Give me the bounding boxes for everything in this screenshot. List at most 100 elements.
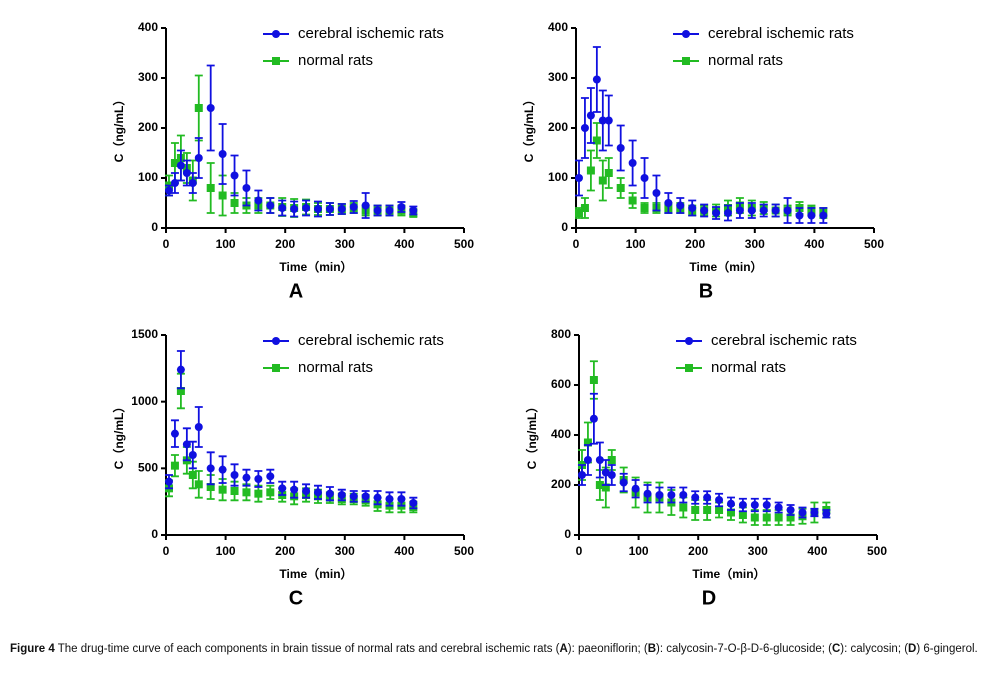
- caption-text: ) 6-gingerol.: [916, 643, 978, 655]
- y-axis-label: C（ng/mL）: [111, 401, 126, 470]
- x-tick-label: 0: [576, 544, 583, 558]
- x-tick-label: 0: [163, 544, 170, 558]
- data-point: [738, 511, 747, 519]
- caption-text: The drug-time curve of each components i…: [54, 643, 560, 655]
- data-point: [738, 501, 747, 509]
- x-tick-label: 0: [573, 237, 580, 251]
- y-tick-label: 200: [138, 120, 158, 134]
- data-point: [640, 174, 649, 182]
- data-point: [278, 484, 287, 493]
- data-point: [631, 484, 640, 493]
- x-axis-label: Time（min）: [689, 259, 762, 274]
- data-point: [266, 201, 275, 210]
- x-tick-label: 300: [745, 237, 765, 251]
- legend-label: normal rats: [708, 52, 783, 69]
- data-point: [652, 189, 661, 197]
- data-point: [290, 205, 299, 213]
- x-tick-label: 300: [748, 544, 768, 558]
- data-point: [373, 493, 382, 502]
- data-point: [774, 513, 783, 522]
- data-point: [759, 206, 768, 215]
- data-point: [230, 471, 239, 479]
- data-point: [170, 461, 179, 470]
- data-point: [337, 205, 346, 213]
- data-point: [595, 481, 604, 489]
- data-point: [750, 501, 759, 509]
- data-point: [580, 204, 589, 212]
- data-point: [703, 506, 712, 514]
- y-axis-label: C（ng/mL）: [524, 401, 539, 470]
- data-point: [409, 206, 418, 215]
- x-tick-label: 500: [454, 544, 474, 558]
- data-point: [774, 503, 783, 512]
- data-point: [735, 206, 744, 215]
- data-point: [664, 199, 673, 207]
- data-point: [194, 423, 203, 431]
- data-point: [574, 174, 583, 182]
- data-point: [601, 483, 610, 492]
- data-point: [302, 487, 311, 495]
- caption-bold: Figure 4: [10, 643, 55, 655]
- data-point: [750, 513, 759, 522]
- data-point: [188, 179, 197, 187]
- data-point: [302, 204, 311, 212]
- caption-text: ): paeoniflorin; (: [567, 643, 648, 655]
- data-point: [807, 211, 816, 220]
- data-point: [589, 376, 598, 384]
- data-point: [242, 184, 251, 192]
- data-point: [325, 489, 334, 498]
- y-tick-label: 200: [551, 477, 571, 491]
- data-point: [176, 387, 185, 395]
- data-point: [715, 506, 724, 514]
- data-point: [577, 471, 586, 479]
- data-point: [206, 104, 215, 112]
- caption-bold: C: [831, 643, 841, 655]
- data-point: [385, 206, 394, 215]
- data-point: [703, 493, 712, 502]
- legend-marker: [272, 57, 280, 65]
- legend-marker: [682, 30, 690, 38]
- data-point: [194, 154, 203, 162]
- caption: Figure 4 The drug-time curve of each com…: [10, 641, 986, 658]
- data-point: [667, 491, 676, 499]
- panel-label: D: [702, 587, 716, 609]
- caption-bold: B: [647, 643, 657, 655]
- caption-bold: D: [908, 643, 917, 655]
- legend-label: cerebral ischemic rats: [711, 332, 857, 349]
- data-point: [254, 196, 263, 205]
- legend-marker: [272, 337, 280, 345]
- x-tick-label: 400: [804, 237, 824, 251]
- caption-text: ): calycosin-7-O-β-D-6-glucoside; (: [656, 643, 832, 655]
- data-point: [580, 124, 589, 132]
- data-point: [182, 169, 191, 177]
- data-point: [595, 456, 604, 464]
- data-point: [771, 206, 780, 215]
- x-tick-label: 500: [454, 237, 474, 251]
- data-point: [361, 492, 370, 501]
- y-tick-label: 200: [548, 120, 568, 134]
- data-point: [592, 136, 601, 145]
- y-tick-label: 0: [151, 527, 158, 541]
- data-point: [218, 485, 227, 494]
- y-tick-label: 400: [551, 427, 571, 441]
- data-point: [242, 488, 251, 497]
- data-point: [266, 472, 275, 481]
- y-tick-label: 1500: [131, 327, 158, 341]
- data-point: [164, 477, 173, 486]
- figure: 0 100 200 300 400 0 100 200 300 400 500 Time（min） C（…: [111, 20, 887, 609]
- data-point: [313, 488, 322, 497]
- panel-label: C: [289, 587, 303, 609]
- y-tick-label: 800: [551, 327, 571, 341]
- x-tick-label: 400: [807, 544, 827, 558]
- data-point: [598, 176, 607, 185]
- y-tick-label: 400: [548, 20, 568, 34]
- data-point: [688, 204, 697, 212]
- x-tick-label: 200: [688, 544, 708, 558]
- data-point: [194, 480, 203, 489]
- x-tick-label: 100: [216, 544, 236, 558]
- data-point: [715, 496, 724, 504]
- x-tick-label: 500: [864, 237, 884, 251]
- data-point: [619, 478, 628, 487]
- x-axis-label: Time（min）: [279, 259, 352, 274]
